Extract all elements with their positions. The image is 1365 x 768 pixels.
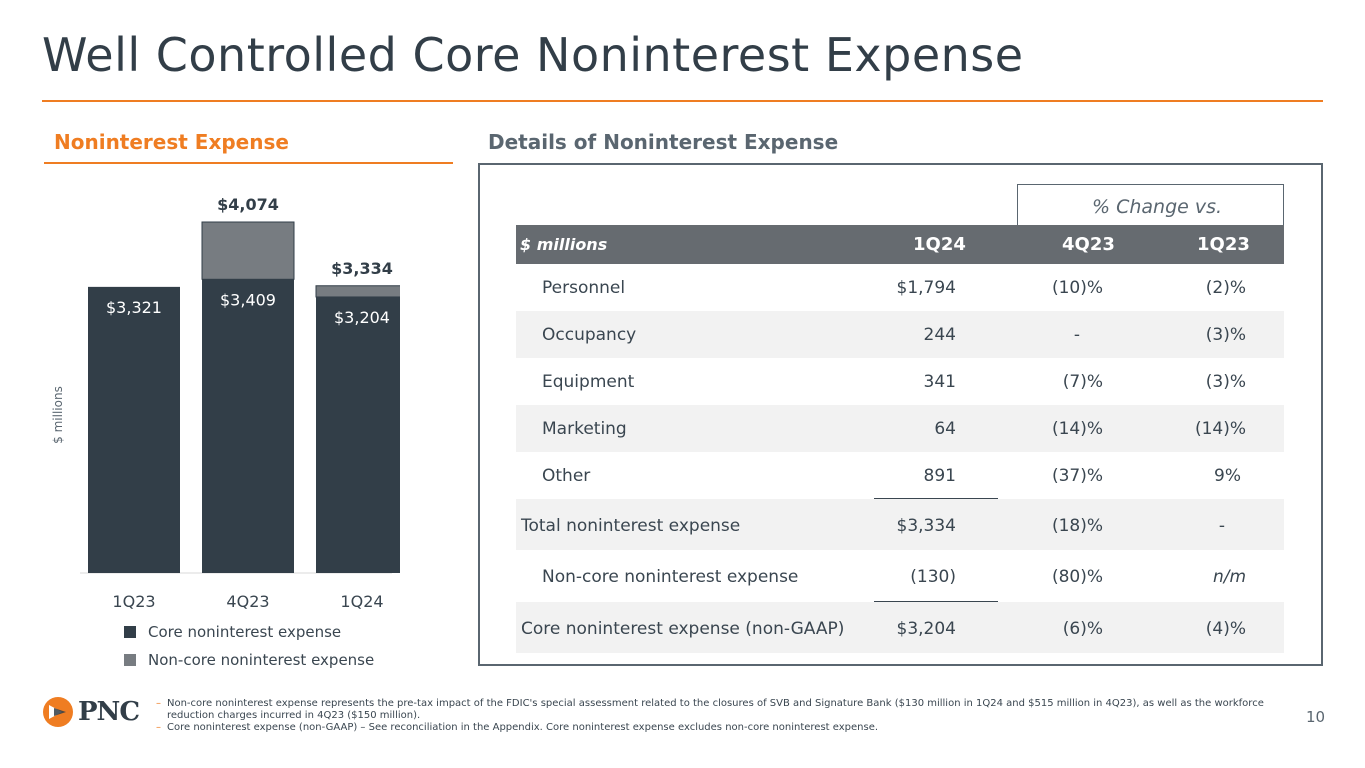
footnote: Non-core noninterest expense represents … <box>156 698 1286 722</box>
footnote: Core noninterest expense (non-GAAP) – Se… <box>156 722 1286 734</box>
x-tick-label-1Q24: 1Q24 <box>340 592 383 610</box>
legend-label-core: Core noninterest expense <box>148 623 342 641</box>
page-title: Well Controlled Core Noninterest Expense <box>42 28 1024 82</box>
header-4q23: 4Q23 <box>1062 234 1115 255</box>
row-value-1q24: 64 <box>934 419 956 439</box>
row-change-4q23: (7)% <box>1062 372 1103 392</box>
footnotes: Non-core noninterest expense represents … <box>156 698 1286 734</box>
row-label: Equipment <box>542 372 635 392</box>
legend-item-noncore: Non-core noninterest expense <box>124 646 374 674</box>
chart-heading-divider <box>44 162 453 164</box>
row-change-1q23: (2)% <box>1205 278 1246 298</box>
row-change-1q23: 9% <box>1214 466 1241 486</box>
details-table-panel <box>478 163 1323 666</box>
header-1q23: 1Q23 <box>1197 234 1250 255</box>
table-row: Equipment 341 (7)% (3)% <box>516 358 1284 405</box>
row-label: Personnel <box>542 278 626 298</box>
row-change-4q23: - <box>1073 325 1080 345</box>
pnc-logo: PNC <box>42 696 140 728</box>
table-row: Personnel $1,794 (10)% (2)% <box>516 264 1284 311</box>
row-change-4q23: (10)% <box>1051 278 1103 298</box>
page-number: 10 <box>1306 708 1326 726</box>
legend-label-noncore: Non-core noninterest expense <box>148 651 375 669</box>
row-label: Other <box>542 466 591 486</box>
legend-swatch-core <box>124 626 136 638</box>
bar-core-1Q23 <box>88 286 180 573</box>
data-label-core-1Q23: $3,321 <box>106 298 162 317</box>
legend-item-core: Core noninterest expense <box>124 618 374 646</box>
row-label: Core noninterest expense (non-GAAP) <box>521 619 845 639</box>
noninterest-expense-chart: $3,321 1Q23 $3,409 $4,074 4Q23 $3,204 $3,334 1Q… <box>51 195 400 610</box>
table-row: Occupancy 244 - (3)% <box>516 311 1284 358</box>
row-value-1q24: 891 <box>923 466 956 486</box>
row-label: Marketing <box>542 419 627 439</box>
legend-swatch-noncore <box>124 654 136 666</box>
row-label: Non-core noninterest expense <box>542 567 799 587</box>
row-value-1q24: $1,794 <box>896 278 956 298</box>
table-heading: Details of Noninterest Expense <box>488 130 839 154</box>
row-change-1q23: (14)% <box>1194 419 1246 439</box>
row-change-4q23: (18)% <box>1051 516 1103 536</box>
data-label-core-1Q24: $3,204 <box>334 308 390 327</box>
bar-noncore-1Q24 <box>315 285 400 298</box>
title-divider <box>42 100 1323 102</box>
table-header-row: $ millions 1Q24 4Q23 1Q23 <box>516 225 1284 264</box>
bar-noncore-4Q23 <box>201 221 295 280</box>
bar-core-1Q24 <box>316 296 400 573</box>
header-units: $ millions <box>520 235 608 254</box>
table-row: Other 891 (37)% 9% <box>516 452 1284 499</box>
table-row-core-total: Core noninterest expense (non-GAAP) $3,2… <box>516 602 1284 653</box>
subtotal-rule <box>874 498 998 499</box>
row-change-1q23: - <box>1218 516 1225 536</box>
header-1q24: 1Q24 <box>913 234 966 255</box>
row-change-1q23: n/m <box>1212 567 1246 587</box>
data-label-core-4Q23: $3,409 <box>220 290 276 309</box>
row-change-4q23: (80)% <box>1051 567 1103 587</box>
row-value-1q24: 341 <box>923 372 956 392</box>
chart-legend: Core noninterest expense Non-core nonint… <box>124 618 374 674</box>
y-axis-label: $ millions <box>51 386 65 444</box>
x-tick-label-4Q23: 4Q23 <box>226 592 269 610</box>
row-change-4q23: (37)% <box>1051 466 1103 486</box>
row-change-1q23: (3)% <box>1205 325 1246 345</box>
x-tick-label-1Q23: 1Q23 <box>112 592 155 610</box>
pct-change-header: % Change vs. <box>1017 184 1284 225</box>
row-change-1q23: (4)% <box>1205 619 1246 639</box>
chart-heading: Noninterest Expense <box>54 130 289 154</box>
row-value-1q24: (130) <box>910 567 956 587</box>
table-row-total: Total noninterest expense $3,334 (18)% - <box>516 499 1284 550</box>
row-change-4q23: (6)% <box>1062 619 1103 639</box>
row-change-4q23: (14)% <box>1051 419 1103 439</box>
data-label-total-1Q24: $3,334 <box>331 259 393 278</box>
row-label: Total noninterest expense <box>521 516 741 536</box>
bar-core-4Q23 <box>202 279 294 573</box>
table-row: Non-core noninterest expense (130) (80)%… <box>516 550 1284 601</box>
table-row: Marketing 64 (14)% (14)% <box>516 405 1284 452</box>
row-label: Occupancy <box>542 325 637 345</box>
row-value-1q24: $3,334 <box>896 516 956 536</box>
pnc-logo-text: PNC <box>78 697 140 727</box>
subtotal-rule <box>874 601 998 602</box>
pnc-logo-icon <box>43 697 73 727</box>
row-value-1q24: 244 <box>923 325 956 345</box>
row-change-1q23: (3)% <box>1205 372 1246 392</box>
row-value-1q24: $3,204 <box>896 619 956 639</box>
data-label-total-4Q23: $4,074 <box>217 195 279 214</box>
